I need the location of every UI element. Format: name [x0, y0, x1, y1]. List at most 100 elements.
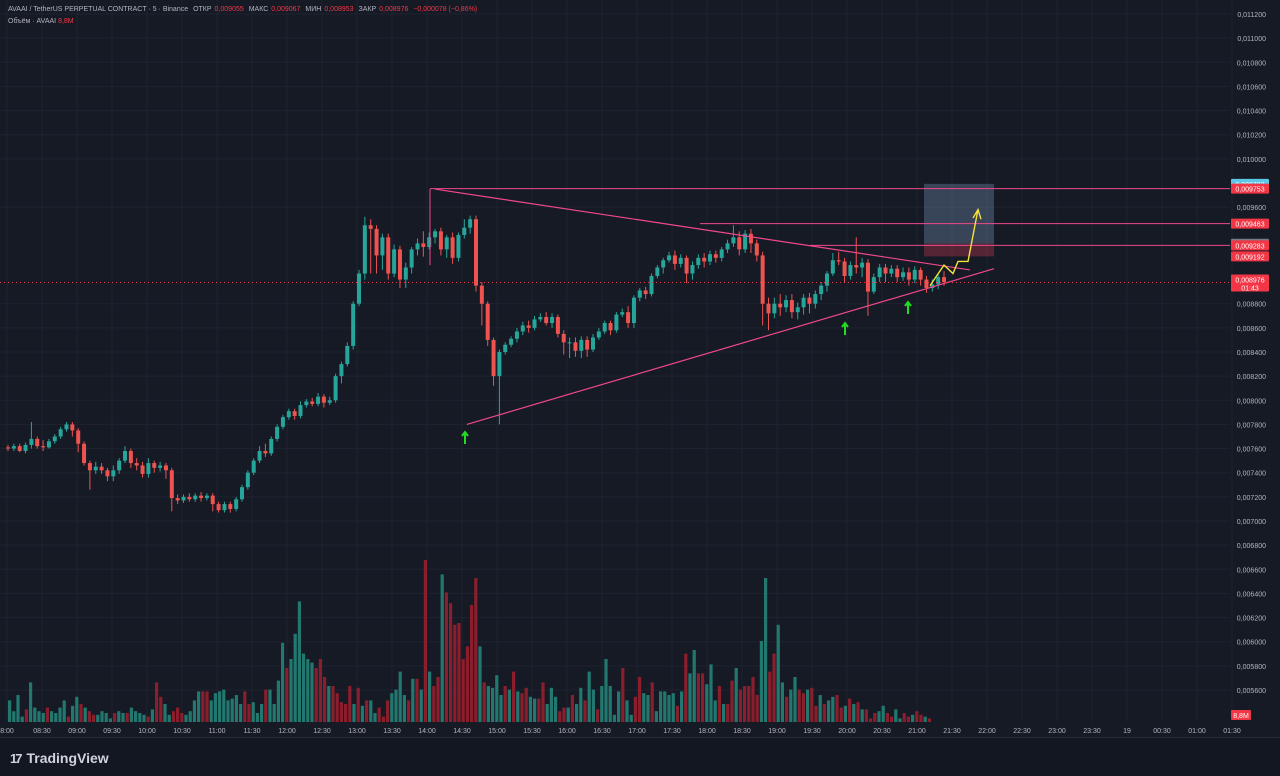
candle-body [105, 470, 110, 477]
volume-bar [150, 709, 154, 722]
candle-body [87, 463, 92, 471]
time-tick-label: 18:00 [698, 728, 716, 735]
candle-body [620, 312, 625, 315]
volume-bar [289, 659, 293, 722]
volume-bar [272, 704, 276, 722]
price-label-badge [1231, 183, 1269, 194]
volume-bar [692, 650, 696, 722]
time-tick-label: 00:30 [1153, 728, 1171, 735]
change-value: −0,000078 (−0,86%) [413, 6, 478, 13]
candle-body [555, 316, 560, 334]
volume-bar [461, 659, 465, 722]
legend-header: AVAAI / TetherUS PERPETUAL CONTRACT · 5 … [8, 6, 480, 13]
candle-body [210, 495, 215, 505]
volume-bar [100, 711, 104, 722]
volume-bar [453, 624, 457, 722]
candle-body [415, 243, 420, 250]
volume-bar [503, 686, 507, 722]
volume-bar [96, 714, 100, 722]
volume-bar [877, 711, 881, 722]
candle-body [152, 463, 157, 468]
time-tick-label: 14:30 [453, 728, 471, 735]
volume-bar [428, 671, 432, 722]
open-label: ОТКР [193, 6, 212, 13]
volume-bar [16, 695, 20, 722]
open-value: 0,009055 [214, 6, 244, 13]
candle-body [450, 237, 455, 258]
time-tick-label: 15:30 [523, 728, 541, 735]
price-tick-label: 0,009600 [1237, 205, 1266, 212]
price-label-text: 0,009192 [1235, 254, 1264, 261]
volume-bar [356, 687, 360, 722]
price-tick-label: 0,008000 [1237, 398, 1266, 405]
candle-body [825, 273, 829, 286]
volume-bar [528, 696, 532, 722]
price-tick-label: 0,005600 [1237, 688, 1266, 695]
candle-body [784, 300, 789, 308]
price-tick-label: 0,008600 [1237, 326, 1266, 333]
volume-bar [457, 623, 461, 722]
candle-body [380, 237, 385, 256]
candle-body [327, 400, 332, 403]
volume-bar [562, 707, 566, 722]
candle-body [298, 405, 303, 416]
candle-body [614, 314, 619, 331]
candle-body [731, 237, 736, 244]
volume-bar [780, 682, 784, 722]
volume-bar [516, 691, 520, 722]
candle-body [433, 231, 438, 238]
volume-bar [831, 696, 835, 722]
candle-body [64, 424, 69, 430]
projection-arrow-head [972, 207, 982, 220]
candle-body [310, 401, 315, 404]
candle-body [140, 465, 145, 474]
time-tick-label: 21:30 [943, 728, 961, 735]
time-tick-label: 19 [1123, 728, 1131, 735]
time-tick-label: 08:30 [33, 728, 51, 735]
volume-bar [121, 713, 125, 722]
candle-body [474, 219, 478, 286]
candle-body [6, 447, 10, 449]
volume-badge-text: 8,8M [1233, 713, 1249, 720]
volume-bar [675, 705, 679, 722]
time-tick-label: 15:00 [488, 728, 506, 735]
volume-bar [465, 646, 469, 722]
volume-bar [474, 578, 478, 722]
candle-body [848, 265, 853, 276]
drawings [0, 183, 1230, 444]
candle-body [550, 316, 555, 324]
candle-body [789, 300, 794, 313]
volume-bar [8, 700, 12, 722]
volume-bar [163, 704, 167, 722]
candle-body [392, 249, 397, 274]
candle-body [678, 257, 683, 264]
target-box-profit [924, 183, 994, 244]
price-tick-label: 0,010600 [1237, 84, 1266, 91]
volume-bar [125, 713, 129, 722]
volume-bar [726, 704, 730, 722]
volume-bar [197, 691, 201, 722]
volume-bar [390, 693, 394, 722]
time-tick-label: 11:30 [244, 728, 261, 735]
tradingview-logo[interactable]: 17 TradingView [10, 750, 109, 766]
volume-bar [260, 704, 264, 722]
time-tick-label: 14:00 [418, 728, 436, 735]
candle-body [409, 249, 414, 268]
price-label-badge [1231, 240, 1269, 251]
volume-bar [579, 687, 583, 722]
time-axis: 8:00 08:30 09:00 09:30 10:00 10:30 11:00 11:30 1… [0, 728, 1241, 735]
candle-body [386, 237, 391, 274]
candle-body [134, 463, 139, 466]
volume-bar [440, 574, 444, 722]
volume-bar [381, 716, 385, 722]
candlesticks [6, 215, 946, 513]
volume-bar [75, 696, 79, 722]
candle-body [719, 249, 724, 258]
candle-body [631, 297, 636, 324]
candle-body [462, 227, 467, 235]
chart-canvas[interactable]: 0,011200 0,011000 0,010800 0,010600 0,010400… [0, 0, 1280, 737]
candle-body [82, 443, 87, 464]
volume-bar [738, 689, 742, 722]
price-axis: 0,011200 0,011000 0,010800 0,010600 0,010400… [1231, 12, 1269, 720]
volume-bar [596, 709, 600, 722]
